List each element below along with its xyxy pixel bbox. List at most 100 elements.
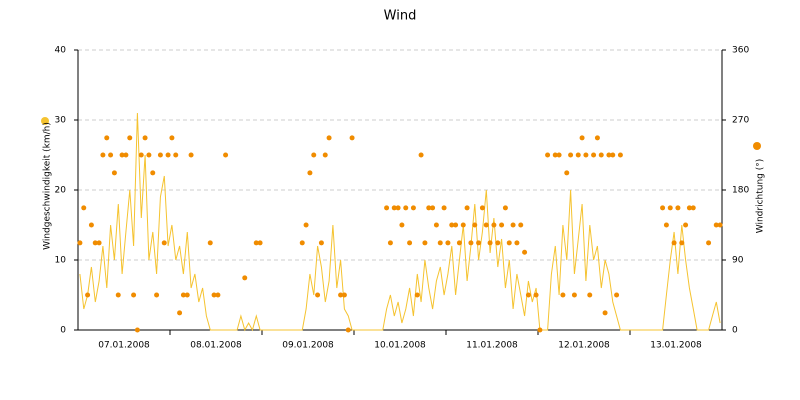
direction-point: [614, 292, 620, 298]
direction-point: [177, 310, 183, 316]
chart-title: Wind: [384, 9, 417, 24]
direction-point: [96, 240, 102, 246]
direction-point: [445, 240, 451, 246]
y-axis-label: Windgeschwindigkeit (km/h): [43, 122, 53, 250]
direction-point: [545, 152, 551, 158]
direction-point: [564, 170, 570, 176]
direction-point: [587, 292, 593, 298]
direction-point: [150, 170, 156, 176]
direction-point: [713, 222, 719, 228]
y-tick-label: 10: [55, 256, 67, 266]
y-tick-label: 30: [55, 116, 67, 126]
direction-point: [537, 327, 543, 333]
direction-point: [154, 292, 160, 298]
direction-point: [242, 275, 248, 281]
direction-point: [476, 240, 482, 246]
direction-point: [468, 240, 474, 246]
direction-point: [675, 205, 681, 211]
y2-tick-label: 0: [732, 326, 738, 336]
direction-point: [583, 152, 589, 158]
direction-point: [349, 135, 355, 141]
x-tick-label: 13.01.2008: [650, 341, 702, 351]
direction-point: [146, 152, 152, 158]
x-tick-label: 11.01.2008: [466, 341, 518, 351]
direction-point: [433, 222, 439, 228]
direction-point: [525, 292, 531, 298]
direction-point: [441, 205, 447, 211]
direction-point: [671, 240, 677, 246]
direction-point: [303, 222, 309, 228]
direction-point: [77, 240, 83, 246]
direction-point: [322, 152, 328, 158]
y2-axis-label: Windrichtung (°): [756, 159, 766, 234]
direction-point: [487, 240, 493, 246]
direction-point: [430, 205, 436, 211]
direction-point: [215, 292, 221, 298]
direction-point: [115, 292, 121, 298]
direction-point: [575, 152, 581, 158]
direction-point: [514, 240, 520, 246]
x-tick-label: 09.01.2008: [282, 341, 334, 351]
y2-tick-label: 90: [732, 256, 744, 266]
x-tick-label: 07.01.2008: [98, 341, 150, 351]
direction-point: [184, 292, 190, 298]
direction-point: [686, 205, 692, 211]
direction-point: [315, 292, 321, 298]
direction-point: [157, 152, 163, 158]
direction-point: [180, 292, 186, 298]
direction-point: [617, 152, 623, 158]
direction-point: [81, 205, 87, 211]
direction-point: [456, 240, 462, 246]
direction-point: [499, 222, 505, 228]
direction-point: [491, 222, 497, 228]
direction-point: [131, 292, 137, 298]
direction-point: [211, 292, 217, 298]
direction-point: [403, 205, 409, 211]
direction-point: [88, 222, 94, 228]
direction-point: [111, 170, 117, 176]
direction-point: [161, 240, 167, 246]
direction-point: [142, 135, 148, 141]
x-tick-label: 12.01.2008: [558, 341, 610, 351]
direction-point: [223, 152, 229, 158]
direction-point: [384, 205, 390, 211]
direction-point: [460, 222, 466, 228]
y-tick-label: 40: [55, 46, 67, 56]
y-tick-label: 0: [60, 326, 66, 336]
direction-point: [426, 205, 432, 211]
direction-point: [495, 240, 501, 246]
direction-point: [173, 152, 179, 158]
direction-point: [410, 205, 416, 211]
direction-point: [104, 135, 110, 141]
direction-point: [414, 292, 420, 298]
direction-point: [253, 240, 259, 246]
direction-point: [706, 240, 712, 246]
direction-point: [464, 205, 470, 211]
direction-point: [318, 240, 324, 246]
direction-point: [407, 240, 413, 246]
direction-point: [311, 152, 317, 158]
direction-point: [606, 152, 612, 158]
direction-point: [571, 292, 577, 298]
y2-tick-label: 360: [732, 46, 749, 56]
direction-point: [165, 152, 171, 158]
direction-point: [422, 240, 428, 246]
direction-point: [472, 222, 478, 228]
direction-point: [134, 327, 140, 333]
direction-point: [602, 310, 608, 316]
direction-point: [341, 292, 347, 298]
direction-point: [207, 240, 213, 246]
direction-point: [594, 135, 600, 141]
direction-point: [683, 222, 689, 228]
direction-point: [418, 152, 424, 158]
speed-line: [79, 112, 721, 332]
direction-point: [123, 152, 129, 158]
direction-point: [479, 205, 485, 211]
direction-point: [127, 135, 133, 141]
direction-point: [257, 240, 263, 246]
direction-point: [437, 240, 443, 246]
direction-point: [299, 240, 305, 246]
direction-point: [92, 240, 98, 246]
direction-point: [391, 205, 397, 211]
